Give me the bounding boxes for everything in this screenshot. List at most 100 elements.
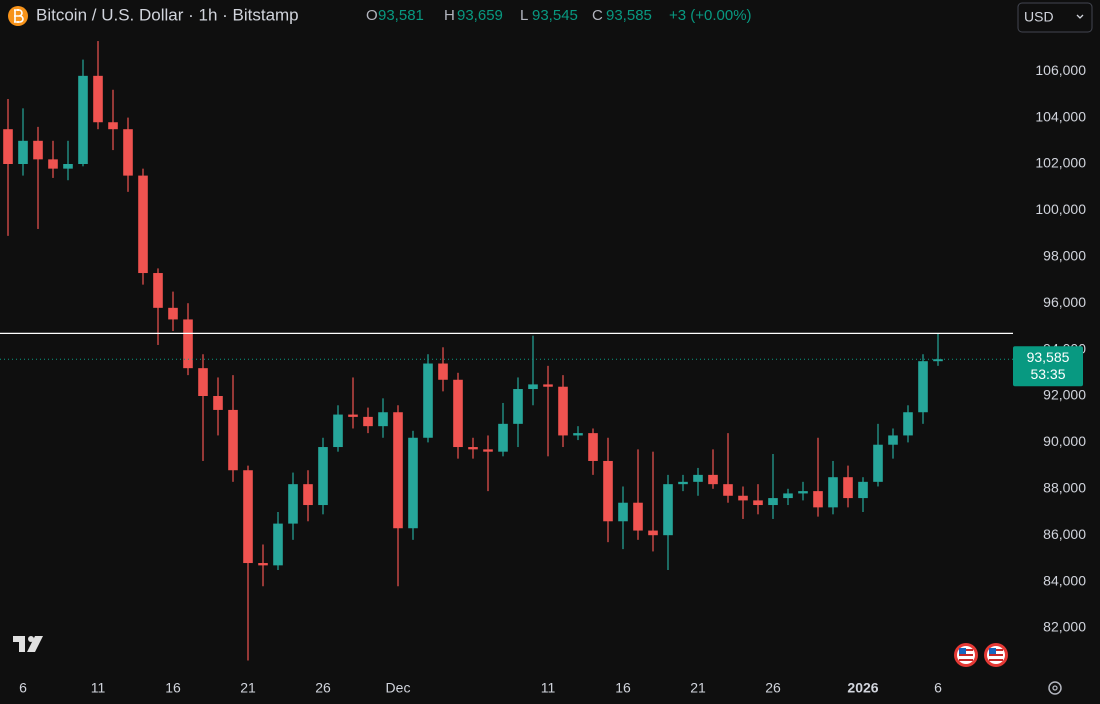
candle-body (708, 474, 718, 485)
candle-body (243, 470, 253, 564)
candle-body (33, 140, 43, 160)
candle-body (93, 75, 103, 123)
candle-body (378, 412, 388, 427)
candle-body (663, 484, 673, 536)
x-tick-label: 2026 (847, 680, 878, 696)
candle-body (888, 435, 898, 445)
candle-body (723, 484, 733, 496)
y-tick-label: 90,000 (1043, 433, 1086, 449)
candle-body (513, 389, 523, 424)
candle-body (633, 502, 643, 531)
candle-body (648, 530, 658, 536)
candle-body (873, 444, 883, 482)
candle-body (783, 493, 793, 499)
y-tick-label: 92,000 (1043, 387, 1086, 403)
event-flag[interactable] (954, 643, 978, 667)
candle-body (273, 523, 283, 566)
candle-body (318, 447, 328, 506)
candle-body (78, 75, 88, 164)
ohlc-key: O (366, 7, 378, 24)
candle-body (603, 460, 613, 522)
candle-body (18, 140, 28, 164)
candle-body (918, 361, 928, 413)
y-tick-label: 84,000 (1043, 572, 1086, 588)
candle-body (288, 484, 298, 524)
candle-body (483, 449, 493, 452)
y-tick-label: 86,000 (1043, 526, 1086, 542)
x-tick-label: Dec (386, 680, 411, 696)
candle-body (363, 416, 373, 427)
candle-body (3, 129, 13, 164)
chevron[interactable] (1076, 14, 1084, 19)
candle-body (543, 384, 553, 387)
candle-body (423, 363, 433, 438)
candle-body (63, 164, 73, 169)
candle-body (348, 414, 358, 417)
candle-body (333, 414, 343, 448)
bitcoin-glyph (14, 9, 24, 23)
settings-button[interactable] (1048, 681, 1062, 695)
candle-body (933, 359, 943, 362)
x-tick-label: 16 (165, 680, 181, 696)
y-tick-label: 82,000 (1043, 619, 1086, 635)
y-tick-label: 100,000 (1035, 201, 1086, 217)
candle-body (588, 433, 598, 461)
plot-area (0, 41, 1013, 661)
ohlc-value: 93,545 (532, 7, 578, 24)
x-tick-label: 6 (934, 680, 942, 696)
candle-body (303, 484, 313, 506)
change: +3 (+0.00%) (669, 7, 752, 24)
y-tick-label: 104,000 (1035, 108, 1086, 124)
x-tick-label: 11 (541, 680, 556, 696)
candle-body (678, 481, 688, 485)
candle-body (693, 474, 703, 482)
x-tick-label: 21 (690, 680, 706, 696)
y-tick-label: 106,000 (1035, 62, 1086, 78)
candle-body (228, 409, 238, 471)
candle-body (258, 563, 268, 566)
candle-body (123, 129, 133, 176)
y-tick-label: 98,000 (1043, 248, 1086, 264)
x-tick-label: 26 (765, 680, 781, 696)
x-tick-label: 6 (19, 680, 27, 696)
price-tag-label: 93,585 (1027, 349, 1070, 365)
price-tag (1013, 346, 1083, 387)
candle-body (753, 500, 763, 506)
candle-body (48, 159, 58, 169)
event-flag[interactable] (984, 643, 1008, 667)
candle-body (393, 412, 403, 529)
candle-body (108, 122, 118, 130)
candle-body (828, 477, 838, 508)
ohlc-value: 93,585 (606, 7, 652, 24)
x-tick-label: 26 (315, 680, 331, 696)
x-tick-label: 16 (615, 680, 631, 696)
currency-label[interactable]: USD (1024, 9, 1054, 25)
candle-body (903, 412, 913, 436)
candle-body (618, 502, 628, 522)
ohlc-key: L (520, 7, 528, 24)
candle-body (858, 481, 868, 499)
candle-body (528, 384, 538, 390)
ohlc-value: 93,581 (378, 7, 424, 24)
candle-body (843, 477, 853, 499)
ohlc-readout: O93,581 H 93,659 L 93,545 C 93,585 +3 (+0.0… (366, 7, 752, 24)
candle-body (798, 491, 808, 494)
candle-body (453, 379, 463, 448)
candle-body (498, 423, 508, 452)
candle-body (213, 396, 223, 410)
candle-body (573, 433, 583, 436)
x-tick-label: 21 (240, 680, 256, 696)
currency-selector[interactable] (1017, 2, 1093, 33)
candle-body (768, 498, 778, 506)
candle-body (558, 386, 568, 436)
ohlc-key: H (444, 7, 455, 24)
candle-body (468, 447, 478, 450)
ohlc-key: C (592, 7, 603, 24)
candle-body (813, 491, 823, 508)
candle-body (408, 437, 418, 529)
candle-body (738, 495, 748, 501)
y-tick-label: 96,000 (1043, 294, 1086, 310)
ohlc-value: 93,659 (457, 7, 503, 24)
